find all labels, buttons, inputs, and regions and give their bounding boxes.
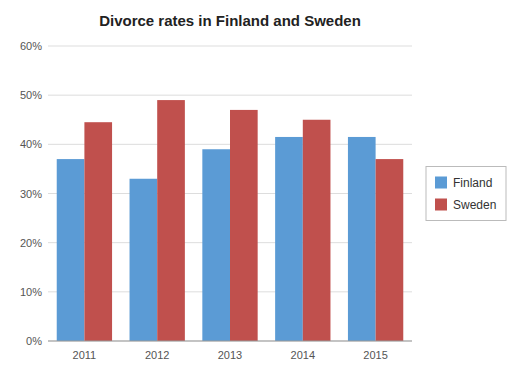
grid-line	[48, 95, 412, 96]
x-axis-line	[48, 341, 412, 342]
grid-line	[48, 46, 412, 47]
bar	[303, 120, 331, 341]
bar	[157, 100, 185, 341]
legend-frame	[426, 167, 506, 221]
y-tick-label: 20%	[20, 237, 42, 249]
chart-title: Divorce rates in Finland and Sweden	[99, 12, 361, 29]
bar	[348, 137, 376, 341]
y-tick-label: 60%	[20, 40, 42, 52]
y-tick-label: 0%	[26, 335, 42, 347]
y-tick-label: 40%	[20, 138, 42, 150]
bar	[202, 149, 230, 341]
x-tick-label: 2014	[291, 349, 315, 361]
legend-swatch	[435, 199, 447, 211]
y-tick-label: 10%	[20, 286, 42, 298]
bar	[230, 110, 258, 341]
chart-svg: Divorce rates in Finland and Sweden 0% 10%…	[0, 0, 512, 375]
bars	[57, 100, 404, 341]
x-tick-label: 2011	[73, 349, 97, 361]
legend-swatch	[435, 177, 447, 189]
x-tick-label: 2013	[218, 349, 242, 361]
legend: Finland Sweden	[426, 167, 506, 221]
bar	[376, 159, 404, 341]
bar	[84, 122, 112, 341]
legend-label: Finland	[453, 176, 492, 190]
legend-label: Sweden	[453, 198, 496, 212]
y-tick-label: 50%	[20, 89, 42, 101]
bar	[57, 159, 85, 341]
x-tick-label: 2015	[363, 349, 387, 361]
bar	[275, 137, 303, 341]
y-tick-label: 30%	[20, 188, 42, 200]
grid-line	[48, 341, 412, 342]
bar	[130, 179, 158, 341]
y-axis: 0% 10% 20% 30% 40% 50% 60%	[20, 40, 412, 347]
chart-container: Divorce rates in Finland and Sweden 0% 10%…	[0, 0, 512, 375]
x-tick-label: 2012	[145, 349, 169, 361]
x-axis: 2011 2012 2013 2014 2015	[48, 341, 412, 361]
